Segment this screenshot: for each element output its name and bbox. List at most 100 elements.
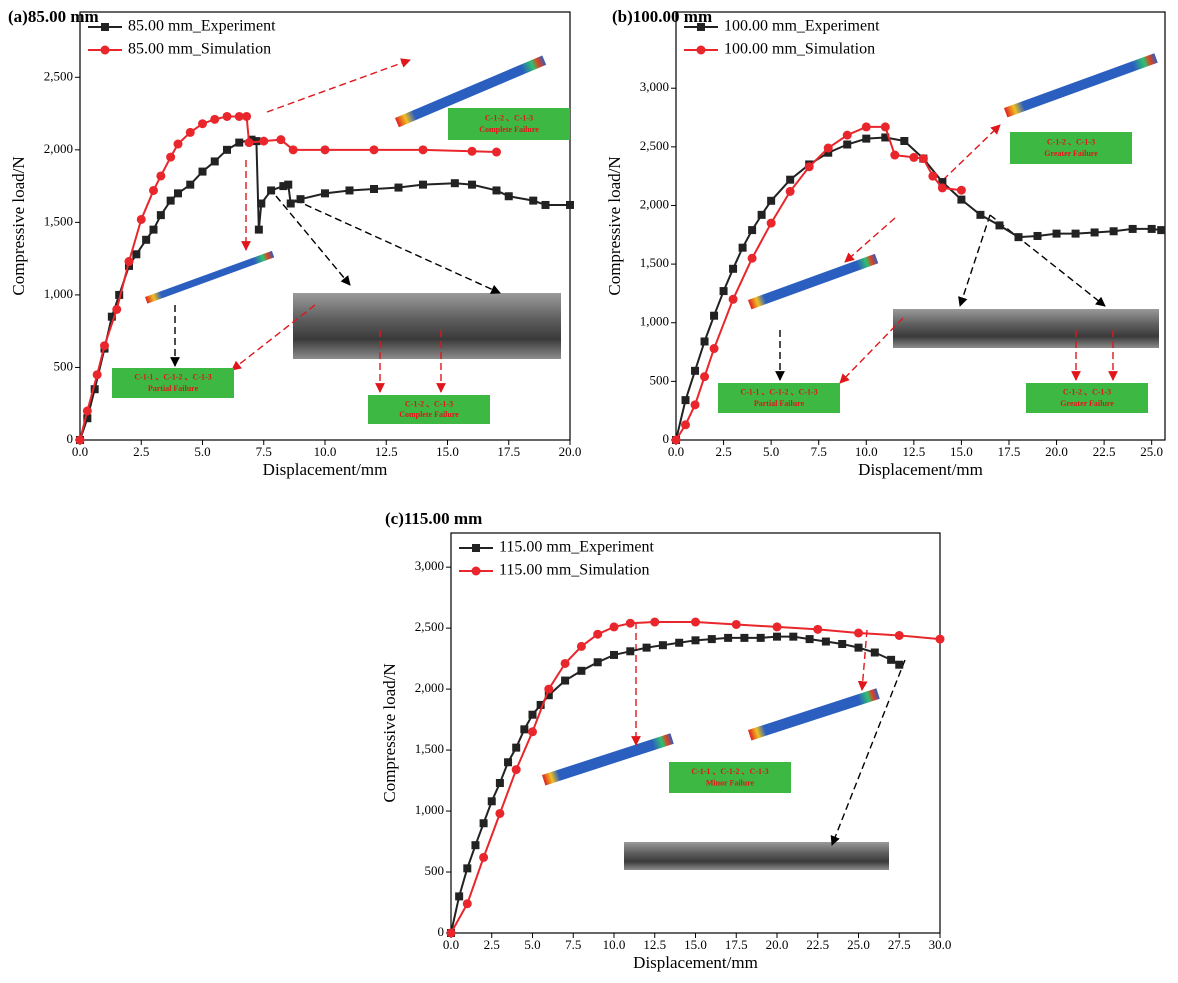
data-point bbox=[957, 195, 966, 204]
data-point bbox=[938, 178, 947, 187]
data-point bbox=[690, 400, 700, 410]
y-tick-label: 500 bbox=[650, 372, 670, 387]
data-point bbox=[320, 145, 330, 155]
data-point bbox=[419, 180, 427, 189]
data-point bbox=[928, 171, 938, 181]
data-point bbox=[862, 134, 871, 143]
data-point bbox=[1128, 224, 1137, 233]
y-tick-label: 0 bbox=[663, 431, 670, 446]
data-point bbox=[296, 195, 305, 204]
x-tick-label: 27.5 bbox=[888, 937, 911, 952]
x-tick-label: 22.5 bbox=[1093, 444, 1116, 459]
data-point bbox=[284, 180, 293, 189]
data-point bbox=[757, 210, 766, 219]
x-tick-label: 0.0 bbox=[72, 444, 88, 459]
legend-label: 100.00 mm_Simulation bbox=[724, 41, 875, 58]
callout-arrow bbox=[294, 199, 501, 294]
chart-title: (c)115.00 mm bbox=[385, 509, 482, 528]
annotation-box bbox=[1026, 383, 1148, 413]
data-point bbox=[462, 899, 472, 909]
annotation-box bbox=[368, 395, 490, 424]
data-point bbox=[83, 414, 92, 423]
data-point bbox=[156, 171, 166, 181]
data-point bbox=[740, 633, 749, 642]
data-point bbox=[709, 344, 719, 354]
data-point bbox=[92, 370, 102, 380]
legend-marker bbox=[101, 23, 109, 31]
x-tick-label: 10.0 bbox=[314, 444, 337, 459]
data-point bbox=[198, 167, 207, 176]
data-point bbox=[149, 185, 158, 195]
data-point bbox=[286, 199, 295, 208]
data-point bbox=[767, 196, 776, 205]
data-point bbox=[700, 372, 710, 382]
x-tick-label: 5.0 bbox=[194, 444, 210, 459]
callout-arrow bbox=[275, 195, 351, 286]
data-point bbox=[560, 658, 570, 668]
callout-arrow bbox=[844, 217, 896, 263]
data-point bbox=[450, 179, 459, 188]
legend-marker bbox=[100, 45, 110, 55]
x-tick-label: 2.5 bbox=[133, 444, 149, 459]
data-point bbox=[823, 143, 833, 153]
annotation-text: Complete Failure bbox=[479, 125, 539, 134]
y-tick-label: 1,500 bbox=[44, 213, 73, 228]
annotation-box bbox=[448, 108, 570, 140]
y-tick-label: 1,000 bbox=[415, 802, 444, 817]
annotation-text: C-1-1 、C-1-2 、C-1-3 bbox=[691, 767, 768, 776]
data-point bbox=[446, 928, 456, 938]
data-point bbox=[156, 211, 165, 220]
data-point bbox=[115, 290, 124, 299]
data-point bbox=[671, 435, 681, 445]
data-point bbox=[937, 183, 947, 193]
annotation-text: C-1-2 、C-1-3 bbox=[1063, 388, 1111, 397]
annotation-text: C-1-2 、C-1-3 bbox=[1047, 137, 1095, 146]
data-point bbox=[257, 199, 266, 208]
data-point bbox=[786, 175, 795, 184]
fem-inset bbox=[1004, 53, 1158, 118]
y-tick-label: 1,500 bbox=[640, 255, 669, 270]
data-point bbox=[700, 337, 709, 346]
data-point bbox=[142, 235, 151, 244]
data-point bbox=[593, 658, 602, 667]
data-point bbox=[107, 312, 116, 321]
data-point bbox=[124, 257, 134, 267]
y-axis-label: Compressive load/N bbox=[380, 663, 399, 802]
data-point bbox=[198, 119, 207, 129]
data-point bbox=[244, 138, 254, 148]
x-axis-label: Displacement/mm bbox=[633, 953, 758, 972]
data-point bbox=[75, 435, 85, 445]
data-point bbox=[609, 622, 619, 632]
data-point bbox=[854, 628, 863, 638]
callout-arrow bbox=[958, 214, 991, 307]
data-point bbox=[610, 650, 618, 659]
data-point bbox=[804, 162, 814, 172]
annotation-box bbox=[112, 368, 234, 398]
data-point bbox=[625, 618, 635, 628]
data-point bbox=[267, 186, 276, 195]
data-point bbox=[235, 138, 244, 147]
data-point bbox=[541, 200, 550, 209]
data-point bbox=[900, 136, 909, 145]
callout-arrow bbox=[839, 317, 904, 384]
data-point bbox=[512, 743, 521, 752]
data-point bbox=[370, 185, 378, 194]
x-tick-label: 22.5 bbox=[806, 937, 829, 952]
data-point bbox=[854, 643, 863, 652]
data-point bbox=[394, 183, 403, 192]
annotation-text: Greater Failure bbox=[1044, 149, 1098, 158]
data-point bbox=[174, 189, 182, 198]
callout-arrow bbox=[231, 304, 316, 371]
data-point bbox=[650, 617, 660, 627]
data-point bbox=[895, 660, 904, 669]
data-point bbox=[821, 637, 830, 646]
y-tick-label: 2,500 bbox=[640, 138, 669, 153]
x-tick-label: 15.0 bbox=[684, 937, 707, 952]
data-point bbox=[479, 819, 488, 828]
callout-arrow bbox=[857, 629, 868, 691]
x-axis-label: Displacement/mm bbox=[263, 460, 388, 479]
data-point bbox=[210, 114, 220, 124]
data-point bbox=[785, 186, 795, 196]
data-point bbox=[242, 111, 252, 121]
x-tick-label: 20.0 bbox=[766, 937, 789, 952]
